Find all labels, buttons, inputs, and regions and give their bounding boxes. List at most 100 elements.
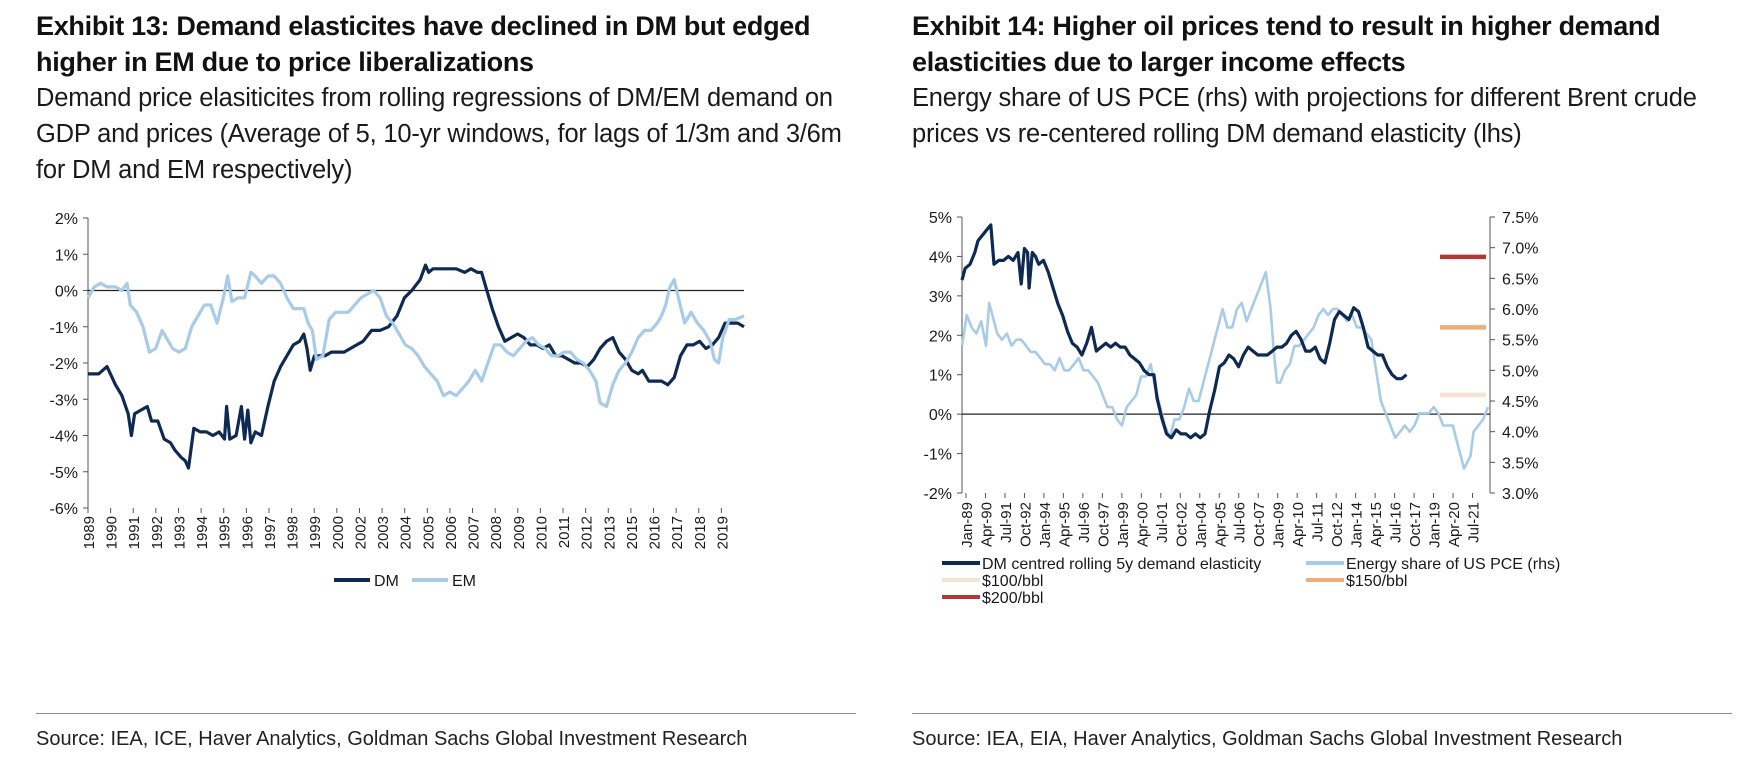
x-tick-label: Jan-14 [1349, 502, 1366, 548]
legend-label: DM centred rolling 5y demand elasticity [982, 556, 1261, 573]
x-tick-label: 2002 [352, 516, 369, 549]
y-right-tick-label: 5.0% [1502, 363, 1538, 380]
x-tick-label: 1994 [194, 516, 211, 549]
x-tick-label: Apr-10 [1290, 502, 1307, 547]
x-tick-label: Apr-90 [978, 502, 995, 547]
x-tick-label: Oct-92 [1017, 502, 1034, 547]
x-tick-label: Apr-15 [1368, 502, 1385, 547]
x-tick-label: Jan-09 [1271, 502, 1288, 548]
exhibit-14-chart: 5% 4% 3% 2% 1% 0% -1% -2% 7.5% 7.0% 6.5% 6.0% 5.5% 5.… [924, 210, 1561, 607]
x-tick-label: 1996 [239, 516, 256, 549]
x-tick-label: Jan-89 [959, 502, 976, 548]
x-tick-label: 2009 [511, 516, 528, 549]
y-left-tick-label: 4% [929, 249, 952, 266]
x-tick-label: 2011 [556, 516, 573, 548]
series-line-dm-elasticity [960, 223, 1408, 440]
x-tick-label: Apr-95 [1056, 502, 1073, 547]
x-tick-label: 2007 [466, 516, 483, 549]
exhibit-14-title: Exhibit 14: Higher oil prices tend to re… [912, 11, 1661, 77]
y-tick-label: -1% [50, 320, 78, 337]
y-right-tick-label: 7.5% [1502, 210, 1538, 227]
x-tick-label: Jan-04 [1193, 502, 1210, 548]
series-line-dm [88, 263, 745, 470]
legend-label: EM [452, 573, 476, 590]
y-right-tick-label: 5.5% [1502, 333, 1538, 350]
y-tick-label: -2% [50, 356, 78, 373]
exhibit-14-subtitle: Energy share of US PCE (rhs) with projec… [912, 84, 1697, 148]
x-tick-label: 2004 [398, 516, 415, 549]
x-tick-label: Jul-21 [1466, 502, 1483, 543]
y-left-tick-label: -1% [924, 447, 952, 464]
x-tick-label: 2012 [579, 516, 596, 549]
x-tick-label: 2016 [647, 516, 664, 549]
x-tick-label: 1997 [262, 516, 279, 549]
x-tick-label: 2000 [330, 516, 347, 549]
exhibit-13-panel: Exhibit 13: Demand elasticites have decl… [36, 0, 856, 770]
y-tick-label: -5% [50, 465, 78, 482]
x-tick-label: 2008 [488, 516, 505, 549]
x-tick-label: 1995 [217, 516, 234, 549]
x-tick-label: 2003 [375, 516, 392, 549]
x-tick-label: Jul-11 [1310, 502, 1327, 542]
y-tick-label: 2% [55, 211, 78, 228]
x-tick-label: 2010 [533, 516, 550, 549]
x-tick-label: Jul-01 [1154, 502, 1171, 543]
x-tick-label: 1992 [149, 516, 166, 549]
x-tick-label: 1989 [81, 516, 98, 549]
y-right-tick-label: 3.0% [1502, 486, 1538, 503]
source-divider [912, 713, 1732, 714]
x-tick-label: Jul-96 [1076, 502, 1093, 543]
x-tick-label: Jul-91 [998, 502, 1015, 543]
x-tick-label: Jul-16 [1388, 502, 1405, 543]
exhibit-13-title: Exhibit 13: Demand elasticites have decl… [36, 11, 811, 77]
legend-label: $150/bbl [1346, 573, 1407, 590]
y-right-tick-label: 4.0% [1502, 425, 1538, 442]
x-tick-label: 1998 [285, 516, 302, 549]
y-tick-label: -3% [50, 392, 78, 409]
x-tick-label: Apr-00 [1134, 502, 1151, 547]
y-tick-label: 1% [55, 247, 78, 264]
series-line-energy-share [960, 270, 1490, 470]
legend-label: $200/bbl [982, 590, 1043, 607]
x-tick-label: Jan-94 [1037, 502, 1054, 548]
exhibit-13-source: Source: IEA, ICE, Haver Analytics, Goldm… [36, 728, 748, 750]
x-tick-label: 2013 [601, 516, 618, 549]
x-tick-label: Apr-20 [1446, 502, 1463, 547]
y-tick-label: 0% [55, 284, 78, 301]
exhibit-14-panel: Exhibit 14: Higher oil prices tend to re… [912, 0, 1732, 770]
x-tick-label: 1993 [171, 516, 188, 549]
y-left-tick-label: 2% [929, 328, 952, 345]
x-tick-label: Oct-02 [1173, 502, 1190, 547]
x-tick-label: Jan-99 [1115, 502, 1132, 548]
x-tick-label: 2017 [669, 516, 686, 549]
y-tick-label: -6% [50, 501, 78, 518]
x-tick-label: 2018 [692, 516, 709, 549]
x-tick-label: 2015 [624, 516, 641, 549]
legend-label: Energy share of US PCE (rhs) [1346, 556, 1560, 573]
exhibit-14-source: Source: IEA, EIA, Haver Analytics, Goldm… [912, 728, 1623, 750]
x-tick-label: Jul-06 [1232, 502, 1249, 543]
y-tick-label: -4% [50, 429, 78, 446]
y-right-tick-label: 3.5% [1502, 455, 1538, 472]
x-tick-label: Oct-97 [1095, 502, 1112, 547]
x-tick-label: 1991 [126, 516, 143, 549]
x-tick-label: 1999 [307, 516, 324, 549]
y-left-tick-label: 5% [929, 210, 952, 227]
exhibit-13-chart: 2% 1% 0% -1% -2% -3% -4% -5% -6%1989 1990 1991 1992… [50, 211, 745, 590]
y-left-tick-label: 1% [929, 368, 952, 385]
y-left-tick-label: 0% [929, 407, 952, 424]
y-right-tick-label: 4.5% [1502, 394, 1538, 411]
y-right-tick-label: 6.5% [1502, 271, 1538, 288]
source-divider [36, 713, 856, 714]
y-left-tick-label: 3% [929, 289, 952, 306]
x-tick-label: 2005 [420, 516, 437, 549]
legend-label: $100/bbl [982, 573, 1043, 590]
y-left-tick-label: -2% [924, 486, 952, 503]
series-line-em [86, 270, 745, 409]
x-tick-label: 2019 [714, 516, 731, 549]
x-tick-label: 1990 [104, 516, 121, 549]
legend-label: DM [374, 573, 399, 590]
y-right-tick-label: 6.0% [1502, 302, 1538, 319]
x-tick-label: Jan-19 [1427, 502, 1444, 548]
x-tick-label: 2006 [443, 516, 460, 549]
